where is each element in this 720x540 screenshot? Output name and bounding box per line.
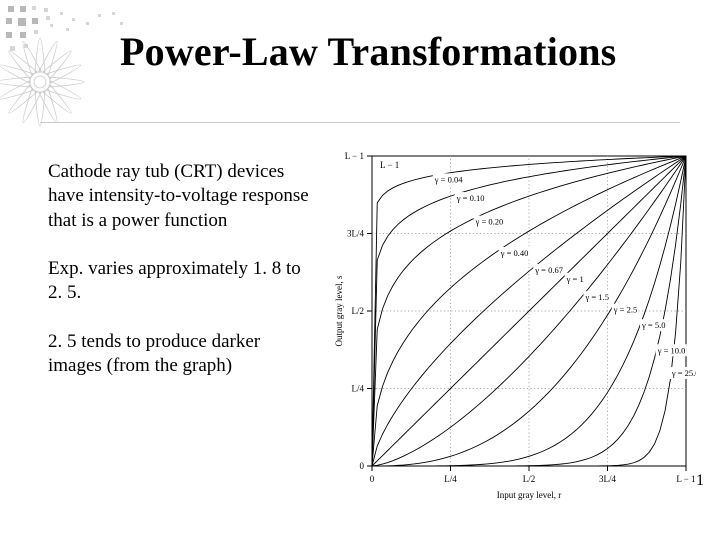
svg-text:γ = 5.0: γ = 5.0: [641, 320, 665, 330]
title-divider: [40, 122, 680, 123]
svg-text:Output gray level, s: Output gray level, s: [334, 275, 344, 346]
svg-text:L/4: L/4: [352, 384, 365, 394]
chart-svg: 00 L/4 L/4 L/2 L/2 3L/4 3L/4 L − 1 L − 1 Input gr…: [328, 148, 696, 506]
svg-text:0: 0: [360, 461, 365, 471]
svg-text:γ = 0.67: γ = 0.67: [534, 265, 563, 275]
svg-text:γ = 25.0: γ = 25.0: [671, 368, 696, 378]
svg-text:L/2: L/2: [352, 306, 365, 316]
svg-text:γ = 1.5: γ = 1.5: [585, 292, 609, 302]
paragraph-2: Exp. varies approximately 1. 8 to 2. 5.: [48, 257, 316, 306]
slide: Power-Law Transformations Cathode ray tu…: [0, 0, 720, 540]
paragraph-1: Cathode ray tub (CRT) devices have inten…: [48, 160, 316, 233]
svg-text:γ = 0.04: γ = 0.04: [434, 174, 463, 184]
svg-text:L/2: L/2: [523, 474, 536, 484]
svg-text:γ = 0.20: γ = 0.20: [475, 217, 504, 227]
svg-text:Input gray level, r: Input gray level, r: [497, 490, 561, 500]
svg-text:L − 1: L − 1: [676, 474, 695, 484]
svg-text:3L/4: 3L/4: [599, 474, 616, 484]
paragraph-3: 2. 5 tends to produce darker images (fro…: [48, 330, 316, 379]
svg-text:γ = 2.5: γ = 2.5: [613, 305, 637, 315]
svg-text:γ = 0.40: γ = 0.40: [500, 248, 529, 258]
svg-text:L − 1: L − 1: [345, 151, 364, 161]
svg-text:L/4: L/4: [444, 474, 457, 484]
svg-text:γ = 1: γ = 1: [566, 274, 584, 284]
page-number: 1: [696, 472, 704, 490]
slide-title: Power-Law Transformations: [120, 28, 700, 75]
svg-text:L − 1: L − 1: [380, 160, 399, 170]
svg-text:γ = 10.0: γ = 10.0: [657, 345, 686, 355]
svg-text:0: 0: [370, 474, 375, 484]
power-law-chart: 00 L/4 L/4 L/2 L/2 3L/4 3L/4 L − 1 L − 1 Input gr…: [328, 148, 696, 518]
svg-text:γ = 0.10: γ = 0.10: [456, 193, 485, 203]
body-text: Cathode ray tub (CRT) devices have inten…: [48, 160, 316, 402]
svg-text:3L/4: 3L/4: [347, 229, 364, 239]
corner-decoration: [0, 0, 140, 140]
